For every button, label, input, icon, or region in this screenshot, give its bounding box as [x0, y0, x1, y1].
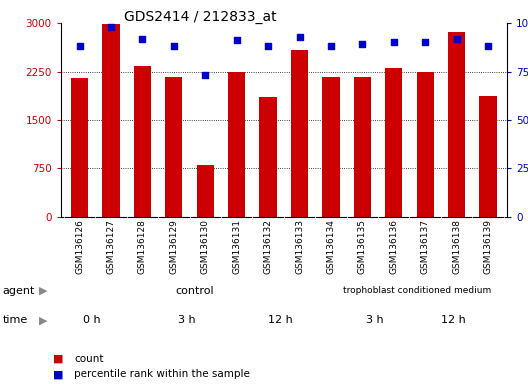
- Text: GSM136137: GSM136137: [421, 219, 430, 274]
- Text: GSM136136: GSM136136: [389, 219, 398, 274]
- Text: 3 h: 3 h: [177, 315, 195, 326]
- Point: [107, 24, 115, 30]
- Text: GSM136135: GSM136135: [358, 219, 367, 274]
- Bar: [479, 96, 497, 217]
- Text: count: count: [74, 354, 103, 364]
- Text: GSM136129: GSM136129: [169, 219, 178, 274]
- Point: [327, 43, 335, 50]
- Bar: [102, 24, 120, 217]
- Point: [358, 41, 366, 48]
- Point: [295, 33, 304, 40]
- Text: ■: ■: [53, 369, 63, 379]
- Text: GSM136131: GSM136131: [232, 219, 241, 274]
- Text: GSM136139: GSM136139: [484, 219, 493, 274]
- Text: control: control: [175, 286, 213, 296]
- Point: [390, 40, 398, 46]
- Text: trophoblast conditioned medium: trophoblast conditioned medium: [343, 286, 492, 295]
- Bar: [417, 71, 434, 217]
- Point: [76, 43, 84, 50]
- Text: percentile rank within the sample: percentile rank within the sample: [74, 369, 250, 379]
- Point: [452, 35, 461, 41]
- Point: [169, 43, 178, 50]
- Text: ▶: ▶: [39, 315, 47, 326]
- Bar: [71, 78, 88, 217]
- Text: 3 h: 3 h: [366, 315, 384, 326]
- Bar: [165, 77, 183, 217]
- Text: GSM136138: GSM136138: [452, 219, 461, 274]
- Text: ▶: ▶: [39, 286, 47, 296]
- Point: [264, 43, 272, 50]
- Point: [484, 43, 492, 50]
- Bar: [259, 98, 277, 217]
- Text: GSM136130: GSM136130: [201, 219, 210, 274]
- Point: [421, 40, 429, 46]
- Bar: [228, 71, 246, 217]
- Point: [138, 35, 147, 41]
- Point: [201, 72, 210, 78]
- Text: GSM136133: GSM136133: [295, 219, 304, 274]
- Bar: [134, 66, 151, 217]
- Text: GDS2414 / 212833_at: GDS2414 / 212833_at: [124, 10, 277, 23]
- Bar: [196, 165, 214, 217]
- Text: 12 h: 12 h: [268, 315, 293, 326]
- Text: agent: agent: [3, 286, 35, 296]
- Bar: [385, 68, 402, 217]
- Text: time: time: [3, 315, 28, 326]
- Bar: [322, 77, 340, 217]
- Text: GSM136127: GSM136127: [107, 219, 116, 274]
- Point: [232, 37, 241, 43]
- Text: GSM136134: GSM136134: [326, 219, 335, 274]
- Text: GSM136132: GSM136132: [263, 219, 272, 274]
- Text: GSM136126: GSM136126: [75, 219, 84, 274]
- Bar: [291, 50, 308, 217]
- Text: GSM136128: GSM136128: [138, 219, 147, 274]
- Text: ■: ■: [53, 354, 63, 364]
- Bar: [354, 77, 371, 217]
- Text: 0 h: 0 h: [83, 315, 101, 326]
- Bar: [448, 32, 465, 217]
- Text: 12 h: 12 h: [441, 315, 466, 326]
